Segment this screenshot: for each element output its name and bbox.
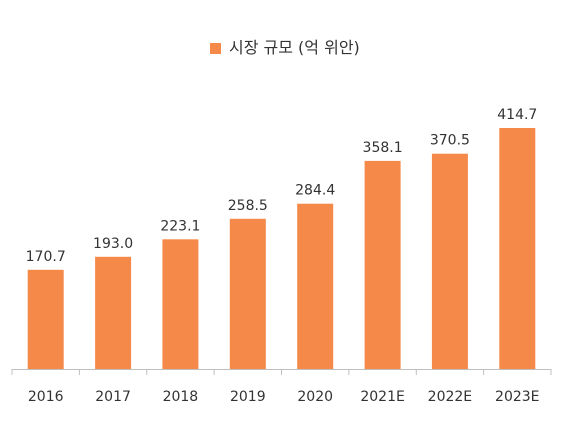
x-tick-label-2017: 2017 bbox=[95, 389, 131, 405]
bar-2023E bbox=[499, 128, 536, 369]
x-tick-label-2023E: 2023E bbox=[495, 389, 539, 405]
x-tick-label-2019: 2019 bbox=[230, 389, 266, 405]
bar-2021E bbox=[364, 160, 401, 369]
data-label-2022E: 370.5 bbox=[430, 133, 470, 149]
data-label-2021E: 358.1 bbox=[363, 140, 403, 156]
legend: 시장 규모 (억 위안) bbox=[210, 38, 360, 57]
data-label-2017: 193.0 bbox=[93, 236, 133, 252]
data-label-2018: 223.1 bbox=[160, 218, 200, 234]
x-tick-label-2020: 2020 bbox=[297, 389, 333, 405]
x-tick-label-2018: 2018 bbox=[163, 389, 199, 405]
data-label-2019: 258.5 bbox=[228, 198, 268, 214]
x-tick-label-2021E: 2021E bbox=[360, 389, 404, 405]
x-tick-label-2016: 2016 bbox=[28, 389, 64, 405]
bar-2016 bbox=[27, 269, 64, 369]
legend-label: 시장 규모 (억 위안) bbox=[229, 38, 360, 57]
bar-2022E bbox=[431, 153, 468, 369]
legend-swatch bbox=[210, 43, 221, 54]
bar-2019 bbox=[229, 218, 266, 369]
data-label-2016: 170.7 bbox=[26, 249, 66, 265]
bar-2018 bbox=[162, 239, 199, 369]
plot-area: 170.7 2016 193.0 2017 223.1 2018 258.5 2019 284.… bbox=[26, 107, 540, 405]
data-label-2020: 284.4 bbox=[295, 183, 335, 199]
data-label-2023E: 414.7 bbox=[497, 107, 537, 123]
bar-2020 bbox=[297, 203, 334, 369]
x-tick-label-2022E: 2022E bbox=[428, 389, 472, 405]
bar-2017 bbox=[95, 256, 132, 369]
